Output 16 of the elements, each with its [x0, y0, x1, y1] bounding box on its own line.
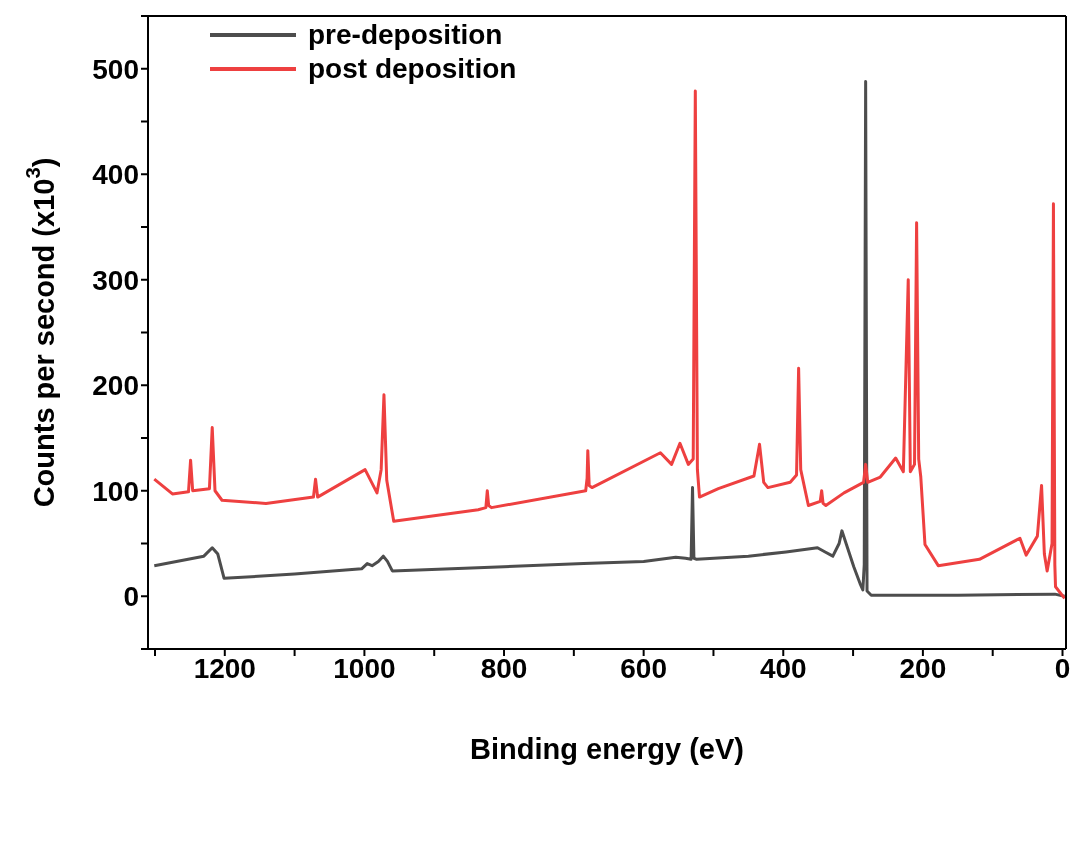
x-tick-label: 1000: [333, 652, 396, 684]
legend-label: pre-deposition: [308, 19, 503, 51]
y-tick-label: 100: [92, 475, 139, 507]
x-tick-label: 1200: [193, 652, 256, 684]
x-tick-label: 400: [759, 652, 807, 684]
y-tick-label: 400: [92, 159, 139, 191]
x-tick-label: 800: [480, 652, 528, 684]
x-axis-title: Binding energy (eV): [470, 733, 744, 765]
y-tick-label: 200: [92, 370, 139, 402]
y-tick-label: 0: [123, 581, 139, 613]
y-tick-label: 500: [92, 53, 139, 85]
x-tick-label: 200: [899, 652, 947, 684]
x-tick-label: 600: [620, 652, 668, 684]
legend-label: post deposition: [308, 53, 517, 85]
y-tick-label: 300: [92, 264, 139, 296]
x-tick-label: 0: [1054, 652, 1071, 684]
